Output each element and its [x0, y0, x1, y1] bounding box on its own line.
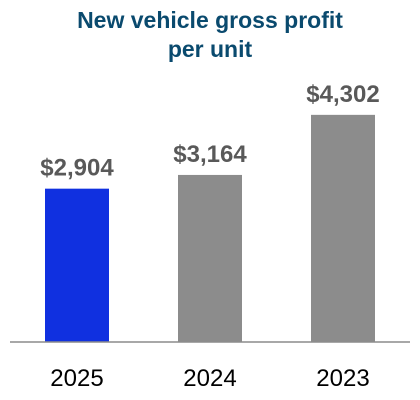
bar-2023 — [311, 114, 375, 342]
bar-2024 — [178, 174, 242, 342]
x-tick-label-2023: 2023 — [316, 365, 369, 392]
chart-title: New vehicle gross profit per unit — [0, 6, 420, 64]
value-label-2023: $4,302 — [306, 81, 379, 108]
chart-title-line-2: per unit — [167, 36, 253, 62]
value-label-2024: $3,164 — [173, 141, 247, 168]
x-tick-label-2025: 2025 — [50, 365, 103, 392]
chart-title-line-1: New vehicle gross profit — [77, 7, 343, 33]
x-tick-label-2024: 2024 — [183, 365, 236, 392]
value-label-2025: $2,904 — [40, 155, 114, 182]
bar-2025 — [45, 188, 109, 342]
